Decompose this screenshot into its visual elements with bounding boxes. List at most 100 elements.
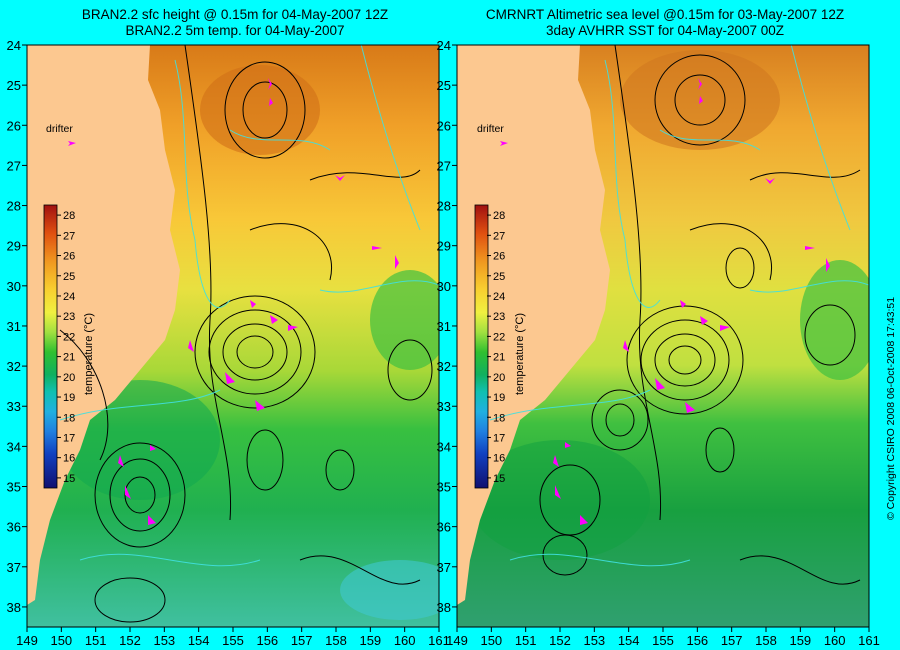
left-x-tick-label: 153	[153, 633, 175, 648]
right-y-tick-label: 31	[437, 319, 451, 334]
right-y-tick-label: 26	[437, 118, 451, 133]
left-cyan-patch	[340, 560, 439, 620]
right-colorbar-tick-label: 25	[493, 271, 505, 283]
right-colorbar-label: temperature (°C)	[514, 312, 526, 395]
right-colorbar	[474, 204, 489, 489]
left-colorbar-tick-label: 21	[63, 352, 75, 364]
left-colorbar-tick-label: 16	[63, 453, 75, 465]
left-warm-core	[200, 65, 320, 155]
right-x-tick-label: 158	[755, 633, 777, 648]
left-x-tick-label: 158	[325, 633, 347, 648]
right-x-tick-label: 155	[652, 633, 674, 648]
right-x-tick-label: 150	[480, 633, 502, 648]
left-x-tick-label: 156	[256, 633, 278, 648]
right-x-tick-label: 156	[686, 633, 708, 648]
left-y-tick-label: 27	[7, 158, 21, 173]
right-y-tick-label: 38	[437, 600, 451, 615]
left-y-tick-label: 28	[7, 199, 21, 214]
right-y-tick-label: 33	[437, 399, 451, 414]
left-y-tick-label: 31	[7, 319, 21, 334]
right-x-tick-label: 157	[721, 633, 743, 648]
left-x-tick-label: 161	[428, 633, 450, 648]
right-y-tick-label: 28	[437, 199, 451, 214]
left-colorbar-tick-label: 17	[63, 432, 75, 444]
left-title-line2: BRAN2.2 5m temp. for 04-May-2007	[125, 23, 345, 38]
left-colorbar-tick-label: 27	[63, 230, 75, 242]
right-y-tick-label: 25	[437, 78, 451, 93]
right-x-tick-label: 152	[549, 633, 571, 648]
left-y-tick-label: 34	[7, 439, 21, 454]
right-colorbar-tick-label: 17	[493, 432, 505, 444]
right-x-tick-label: 149	[446, 633, 468, 648]
right-colorbar-tick-label: 19	[493, 392, 505, 404]
left-drifter-label: drifter	[46, 123, 73, 135]
right-colorbar-tick-label: 24	[493, 291, 505, 303]
right-colorbar-tick-label: 16	[493, 453, 505, 465]
right-colorbar-tick-label: 22	[493, 331, 505, 343]
left-y-tick-label: 30	[7, 279, 21, 294]
right-y-tick-label: 29	[437, 239, 451, 254]
left-colorbar-tick-label: 26	[63, 251, 75, 263]
left-colorbar-tick-label: 22	[63, 331, 75, 343]
left-colorbar	[43, 204, 58, 489]
right-title-line2: 3day AVHRR SST for 04-May-2007 00Z	[545, 23, 785, 38]
right-y-tick-label: 37	[437, 560, 451, 575]
left-y-tick-label: 35	[7, 480, 21, 495]
left-colorbar-tick-label: 19	[63, 392, 75, 404]
left-drifters	[118, 78, 399, 525]
right-colorbar-tick-label: 27	[493, 230, 505, 242]
left-y-tick-label: 33	[7, 399, 21, 414]
left-land	[27, 45, 180, 605]
right-colorbar-tick-label: 18	[493, 412, 505, 424]
left-colorbar-tick-label: 18	[63, 412, 75, 424]
left-colorbar-tick-label: 15	[63, 473, 75, 485]
right-colorbar-tick-label: 21	[493, 352, 505, 364]
left-colorbar-tick-label: 28	[63, 210, 75, 222]
left-drifter-legend-icon	[68, 141, 76, 146]
left-y-tick-label: 38	[7, 600, 21, 615]
left-y-tick-label: 29	[7, 239, 21, 254]
right-isotherms	[489, 45, 869, 567]
right-x-tick-label: 161	[858, 633, 880, 648]
right-title: CMRNRT Altimetric sea level @0.15m for 0…	[486, 7, 844, 39]
right-cool-patch-e	[800, 260, 869, 380]
right-y-tick-label: 30	[437, 279, 451, 294]
right-x-tick-label: 153	[583, 633, 605, 648]
axes-layer: 149 150 151 152 153 154 155 156 157 158 159 160 161 2…	[7, 38, 880, 648]
left-y-tick-label: 24	[7, 38, 21, 53]
left-isotherms	[59, 45, 439, 567]
right-colorbar-tick-label: 28	[493, 210, 505, 222]
right-colorbar-tick-label: 15	[493, 473, 505, 485]
left-map-panel	[27, 45, 439, 627]
right-colorbar-tick-label: 23	[493, 311, 505, 323]
left-colorbar-tick-label: 25	[63, 271, 75, 283]
right-drifter-legend-icon	[500, 141, 508, 146]
left-title: BRAN2.2 sfc height @ 0.15m for 04-May-20…	[82, 7, 388, 39]
right-x-tick-label: 160	[824, 633, 846, 648]
left-y-tick-label: 36	[7, 520, 21, 535]
left-x-tick-label: 149	[16, 633, 38, 648]
right-title-line1: CMRNRT Altimetric sea level @0.15m for 0…	[485, 7, 845, 22]
right-y-tick-label: 32	[437, 359, 451, 374]
right-y-tick-label: 35	[437, 480, 451, 495]
left-x-tick-label: 159	[359, 633, 381, 648]
right-map-panel	[457, 45, 869, 627]
left-x-tick-label: 150	[50, 633, 72, 648]
left-x-tick-label: 154	[188, 633, 210, 648]
right-x-tick-label: 154	[618, 633, 640, 648]
copyright-text: © Copyright CSIRO 2008 06-Oct-2008 17:43…	[885, 296, 897, 520]
right-drifters	[553, 78, 830, 525]
right-y-tick-label: 24	[437, 38, 451, 53]
left-x-tick-label: 151	[85, 633, 107, 648]
left-title-line1: BRAN2.2 sfc height @ 0.15m for 04-May-20…	[81, 7, 389, 22]
right-y-tick-label: 36	[437, 520, 451, 535]
left-ssh-contours	[59, 45, 433, 623]
left-x-tick-label: 155	[222, 633, 244, 648]
right-colorbar-tick-label: 20	[493, 372, 505, 384]
right-ssh-contours	[539, 45, 861, 585]
left-x-tick-label: 157	[291, 633, 313, 648]
right-land	[457, 45, 610, 605]
right-cool-patch	[470, 440, 650, 560]
left-x-tick-label: 152	[119, 633, 141, 648]
